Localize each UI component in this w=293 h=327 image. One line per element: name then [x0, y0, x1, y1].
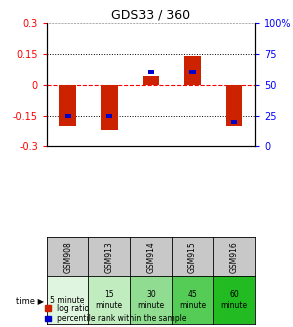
Text: 60
minute: 60 minute — [221, 290, 248, 310]
Text: 30
minute: 30 minute — [137, 290, 164, 310]
Bar — [184, 56, 201, 85]
Text: GSM908: GSM908 — [63, 241, 72, 273]
Bar — [101, 85, 117, 130]
Text: GSM916: GSM916 — [230, 241, 239, 273]
Text: 45
minute: 45 minute — [179, 290, 206, 310]
Bar — [106, 113, 113, 118]
Bar — [189, 70, 196, 74]
Bar — [148, 70, 154, 74]
Text: 5 minute: 5 minute — [50, 296, 85, 304]
Text: time ▶: time ▶ — [16, 296, 44, 304]
Bar — [226, 85, 242, 126]
Text: GSM915: GSM915 — [188, 241, 197, 273]
Text: GSM914: GSM914 — [146, 241, 155, 273]
Bar — [231, 120, 237, 124]
Bar — [143, 77, 159, 85]
Title: GDS33 / 360: GDS33 / 360 — [111, 9, 190, 22]
Text: GSM913: GSM913 — [105, 241, 114, 273]
Bar — [64, 113, 71, 118]
Bar — [59, 85, 76, 126]
Text: 15
minute: 15 minute — [96, 290, 123, 310]
Legend: log ratio, percentile rank within the sample: log ratio, percentile rank within the sa… — [45, 304, 187, 323]
